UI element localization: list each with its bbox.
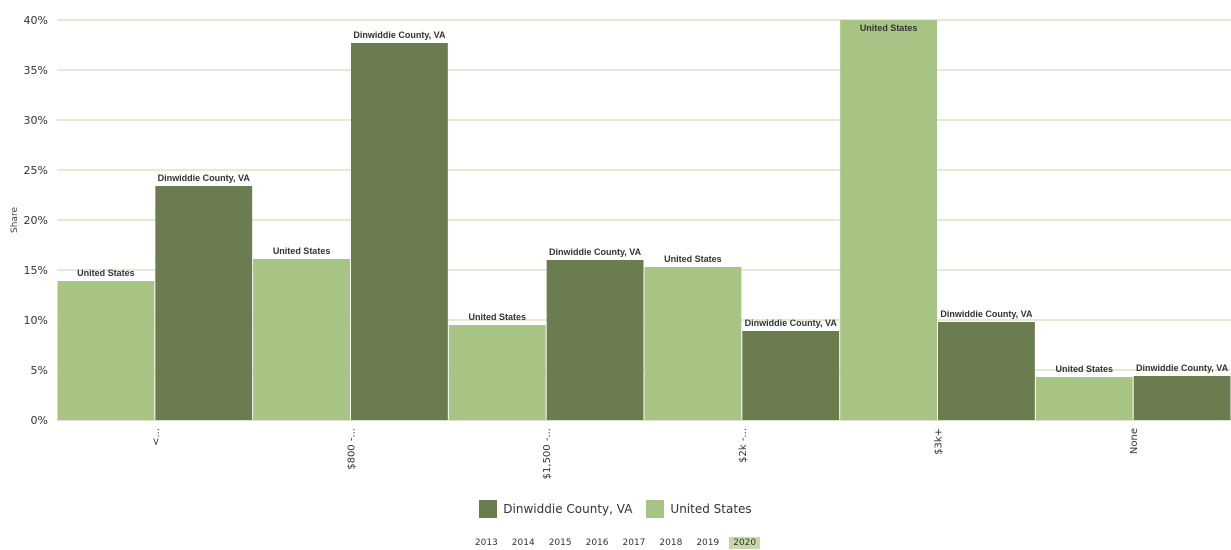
year-selector: 2013 2014 2015 2016 2017 2018 2019 2020	[0, 536, 1231, 550]
bar-data-label: United States	[468, 312, 526, 322]
year-2015[interactable]: 2015	[548, 538, 572, 548]
x-tick-label: $1,500 -...	[542, 428, 553, 479]
bars	[57, 20, 1231, 420]
year-2018[interactable]: 2018	[659, 538, 683, 548]
year-2020[interactable]: 2020	[729, 537, 761, 549]
x-tick-label: $3k+	[934, 428, 945, 455]
x-axis-ticks: <... $800 -... $1,500 -... $2k -... $3k+ None	[151, 428, 1140, 479]
year-2016[interactable]: 2016	[585, 538, 609, 548]
year-2017[interactable]: 2017	[622, 538, 646, 548]
y-tick-label: 15%	[24, 264, 48, 277]
y-tick-label: 0%	[31, 414, 48, 427]
legend-label-dinwiddie: Dinwiddie County, VA	[503, 502, 633, 516]
bar[interactable]	[938, 322, 1035, 420]
y-axis-label: Share	[10, 207, 20, 233]
legend-item-united-states[interactable]: United States	[646, 500, 752, 518]
bar[interactable]	[644, 267, 742, 420]
bar-data-label: Dinwiddie County, VA	[745, 318, 838, 328]
year-2013[interactable]: 2013	[474, 538, 498, 548]
bar[interactable]	[1133, 376, 1231, 420]
bar-data-label: United States	[1055, 364, 1113, 374]
bar[interactable]	[1035, 377, 1133, 420]
bar-data-label: Dinwiddie County, VA	[353, 30, 446, 40]
legend: Dinwiddie County, VA United States	[0, 499, 1231, 519]
bar[interactable]	[546, 260, 644, 420]
bar-data-label: United States	[273, 246, 331, 256]
bar-data-label: Dinwiddie County, VA	[940, 309, 1033, 319]
legend-item-dinwiddie[interactable]: Dinwiddie County, VA	[479, 500, 632, 518]
y-tick-label: 30%	[24, 114, 48, 127]
bar-data-label: United States	[664, 254, 722, 264]
y-tick-label: 40%	[24, 14, 48, 27]
bar[interactable]	[253, 259, 350, 420]
legend-label-united-states: United States	[670, 502, 752, 516]
bar[interactable]	[742, 331, 840, 420]
bar[interactable]	[57, 281, 155, 420]
bar-data-label: United States	[860, 23, 918, 33]
year-2014[interactable]: 2014	[511, 538, 535, 548]
y-axis-ticks: 0% 5% 10% 15% 20% 25% 30% 35% 40%	[24, 14, 48, 427]
legend-swatch-dinwiddie	[479, 500, 498, 518]
bar-data-label: United States	[77, 268, 135, 278]
x-tick-label: $800 -...	[347, 428, 358, 470]
bar[interactable]	[448, 325, 546, 420]
x-tick-label: None	[1129, 428, 1140, 454]
x-tick-label: $2k -...	[738, 428, 749, 463]
bar[interactable]	[840, 20, 937, 420]
bar[interactable]	[351, 43, 448, 420]
bar-data-label: Dinwiddie County, VA	[1136, 363, 1229, 373]
y-tick-label: 10%	[24, 314, 48, 327]
bar-data-label: Dinwiddie County, VA	[158, 173, 251, 183]
x-tick-label: <...	[151, 428, 162, 446]
legend-swatch-united-states	[646, 500, 665, 518]
bar[interactable]	[155, 186, 253, 420]
bar-labels: United States Dinwiddie County, VA United …	[77, 23, 1229, 374]
y-tick-label: 20%	[24, 214, 48, 227]
y-tick-label: 5%	[31, 364, 48, 377]
y-tick-label: 25%	[24, 164, 48, 177]
gridlines	[57, 19, 1231, 421]
y-tick-label: 35%	[24, 64, 48, 77]
bar-data-label: Dinwiddie County, VA	[549, 247, 642, 257]
year-2019[interactable]: 2019	[696, 538, 720, 548]
